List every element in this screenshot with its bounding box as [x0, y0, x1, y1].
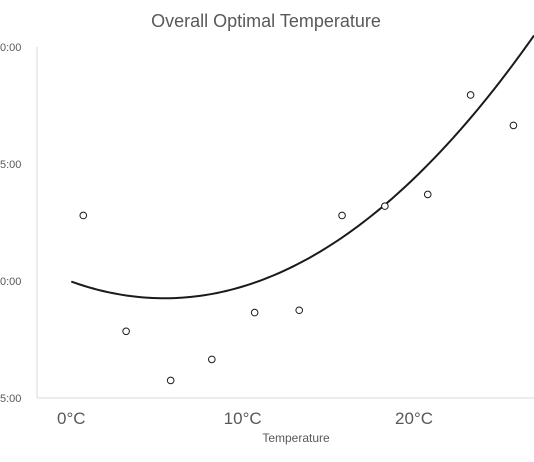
data-points: [79, 91, 518, 385]
data-point: [208, 355, 216, 364]
chart-title: Overall Optimal Temperature: [151, 11, 381, 31]
data-point: [466, 91, 475, 99]
data-point: [295, 306, 304, 315]
data-point: [166, 376, 175, 385]
y-tick-label: 0:00: [0, 42, 21, 54]
data-point: [122, 327, 130, 336]
data-point: [338, 211, 346, 220]
y-tick-label: 0:00: [0, 276, 21, 288]
data-point: [423, 190, 432, 199]
x-tick-label: 10°C: [224, 409, 262, 428]
trendline: [70, 34, 534, 300]
x-axis-label: Temperature: [262, 431, 330, 445]
data-point: [250, 308, 259, 317]
data-point: [509, 121, 518, 130]
data-point: [381, 202, 389, 210]
x-tick-labels: 0°C 10°C 20°C: [57, 409, 433, 428]
x-tick-label: 0°C: [57, 409, 86, 428]
y-tick-label: 5:00: [0, 393, 21, 405]
y-tick-label: 5:00: [0, 159, 21, 171]
y-tick-labels: 0:00 5:00 0:00 5:00: [0, 42, 21, 405]
data-point: [79, 211, 88, 220]
x-tick-label: 20°C: [395, 409, 433, 428]
